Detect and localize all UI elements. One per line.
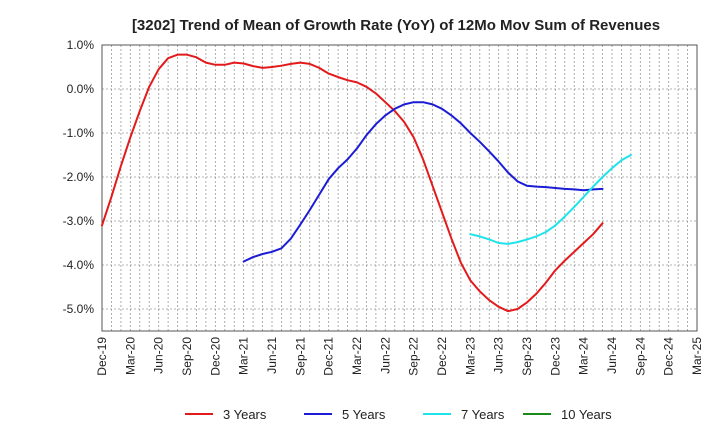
y-tick-label: 0.0% [67,82,95,96]
series-line-5-years [242,101,604,263]
x-tick-label: Jun-20 [152,337,166,374]
x-tick-label: Sep-20 [180,337,194,376]
x-tick-label: Dec-21 [322,337,336,376]
y-tick-label: -4.0% [63,258,95,272]
y-tick-label: -1.0% [63,126,95,140]
legend-label: 3 Years [223,407,267,422]
x-tick-label: Jun-21 [265,337,279,374]
series-line-7-years [469,154,632,245]
series-group [101,53,632,313]
x-tick-label: Mar-21 [237,337,251,375]
legend-label: 10 Years [561,407,612,422]
y-tick-label: -2.0% [63,170,95,184]
x-tick-label: Mar-24 [577,337,591,375]
x-tick-label: Sep-22 [407,337,421,376]
x-tick-label: Jun-23 [492,337,506,374]
chart-title: [3202] Trend of Mean of Growth Rate (YoY… [132,17,660,34]
x-tick-label: Dec-19 [95,337,109,376]
legend: 3 Years 5 Years 7 Years 10 Years [185,407,612,422]
x-tick-label: Sep-23 [520,337,534,376]
x-tick-label: Jun-24 [605,337,619,374]
x-tick-label: Mar-22 [350,337,364,375]
y-axis: 1.0% 0.0% -1.0% -2.0% -3.0% -4.0% -5.0% [63,38,95,316]
x-tick-label: Mar-25 [690,337,704,375]
x-tick-label: Mar-23 [463,337,477,375]
x-tick-label: Sep-21 [293,337,307,376]
x-tick-label: Dec-22 [435,337,449,376]
x-tick-label: Mar-20 [123,337,137,375]
x-tick-label: Dec-24 [662,337,676,376]
y-tick-label: -5.0% [63,302,95,316]
legend-label: 5 Years [342,407,386,422]
x-tick-label: Jun-22 [378,337,392,374]
legend-label: 7 Years [461,407,505,422]
series-line-3-years [101,53,604,313]
x-axis: Dec-19 Mar-20 Jun-20 Sep-20 Dec-20 Mar-21 Jun-… [95,337,704,376]
y-tick-label: 1.0% [67,38,95,52]
grid [102,44,697,331]
x-tick-label: Dec-20 [208,337,222,376]
x-tick-label: Dec-23 [548,337,562,376]
x-tick-label: Sep-24 [633,337,647,376]
plot-area [101,44,698,332]
y-tick-label: -3.0% [63,214,95,228]
